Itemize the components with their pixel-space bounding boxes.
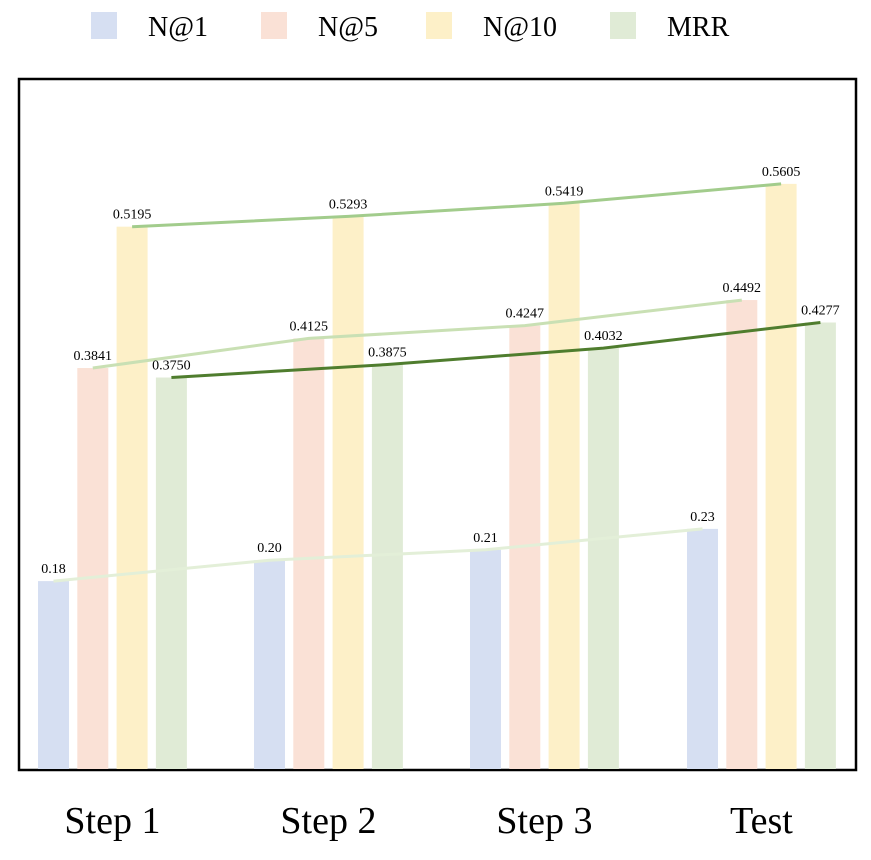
bar-n-at-1-test (687, 528, 718, 769)
bar-mrr-test (804, 322, 836, 769)
legend-label-n-at-1: N@1 (148, 12, 208, 43)
value-label-mrr-step-1: 0.3750 (152, 359, 191, 374)
value-label-n-at-5-step-2: 0.4125 (290, 319, 329, 334)
value-label-n-at-10-step-2: 0.5293 (329, 197, 368, 212)
value-label-n-at-1-step-2: 0.20 (257, 541, 282, 556)
value-label-mrr-step-3: 0.4032 (584, 329, 623, 344)
category-label-step-1: Step 1 (64, 800, 160, 842)
value-label-n-at-1-step-1: 0.18 (41, 562, 66, 577)
bar-n-at-10-step-1 (116, 226, 148, 770)
value-label-n-at-1-step-3: 0.21 (473, 531, 498, 546)
value-label-n-at-10-test: 0.5605 (762, 165, 801, 180)
category-labels: Step 1 Step 2 Step 3 Test (64, 800, 793, 842)
legend-item-n-at-10: N@10 (426, 12, 557, 43)
trend-lines (53, 182, 821, 583)
trend-line-n-at-5 (92, 298, 742, 370)
legend-label-n-at-5: N@5 (318, 12, 378, 43)
legend-item-n-at-5: N@5 (261, 12, 378, 43)
bar-n-at-5-step-2 (293, 338, 325, 769)
legend-swatch-n-at-5 (261, 12, 287, 39)
value-label-mrr-step-2: 0.3875 (368, 345, 407, 360)
value-label-n-at-5-test: 0.4492 (723, 281, 762, 296)
bar-n-at-1-step-3 (470, 549, 501, 769)
value-label-n-at-5-step-3: 0.4247 (506, 307, 545, 322)
bar-n-at-1-step-2 (254, 560, 285, 769)
value-label-n-at-10-step-1: 0.5195 (113, 208, 152, 223)
bar-mrr-step-1 (155, 377, 187, 769)
bar-n-at-10-step-2 (332, 216, 364, 769)
trend-line-n-at-10 (132, 182, 782, 229)
category-label-test: Test (730, 800, 793, 842)
value-label-n-at-1-test: 0.23 (690, 510, 715, 525)
bar-mrr-step-2 (371, 364, 403, 769)
legend-item-n-at-1: N@1 (91, 12, 208, 43)
value-labels: 0.18 0.20 0.21 0.23 0.3841 0.4125 0.4247 0.4492… (41, 165, 839, 577)
bar-mrr-step-3 (587, 348, 619, 769)
bar-n-at-10-step-3 (548, 203, 580, 769)
bar-n-at-5-step-1 (77, 368, 109, 769)
bar-n-at-1-step-1 (38, 581, 69, 769)
bar-n-at-5-test (726, 300, 758, 769)
value-label-mrr-test: 0.4277 (801, 304, 840, 319)
trend-line-n-at-1 (53, 527, 703, 583)
value-label-n-at-5-step-1: 0.3841 (74, 349, 113, 364)
trend-line-mrr (171, 321, 821, 379)
legend: N@1 N@5 N@10 MRR (91, 12, 730, 43)
legend-swatch-n-at-1 (91, 12, 117, 39)
bar-n-at-10-test (765, 183, 797, 770)
legend-swatch-n-at-10 (426, 12, 452, 39)
value-label-n-at-10-step-3: 0.5419 (545, 184, 584, 199)
bars (38, 183, 836, 770)
plot-frame (17, 77, 858, 772)
category-label-step-2: Step 2 (280, 800, 376, 842)
legend-item-mrr: MRR (610, 12, 730, 43)
legend-swatch-mrr (610, 12, 636, 39)
category-label-step-3: Step 3 (496, 800, 592, 842)
legend-label-mrr: MRR (667, 12, 730, 43)
legend-label-n-at-10: N@10 (483, 12, 557, 43)
